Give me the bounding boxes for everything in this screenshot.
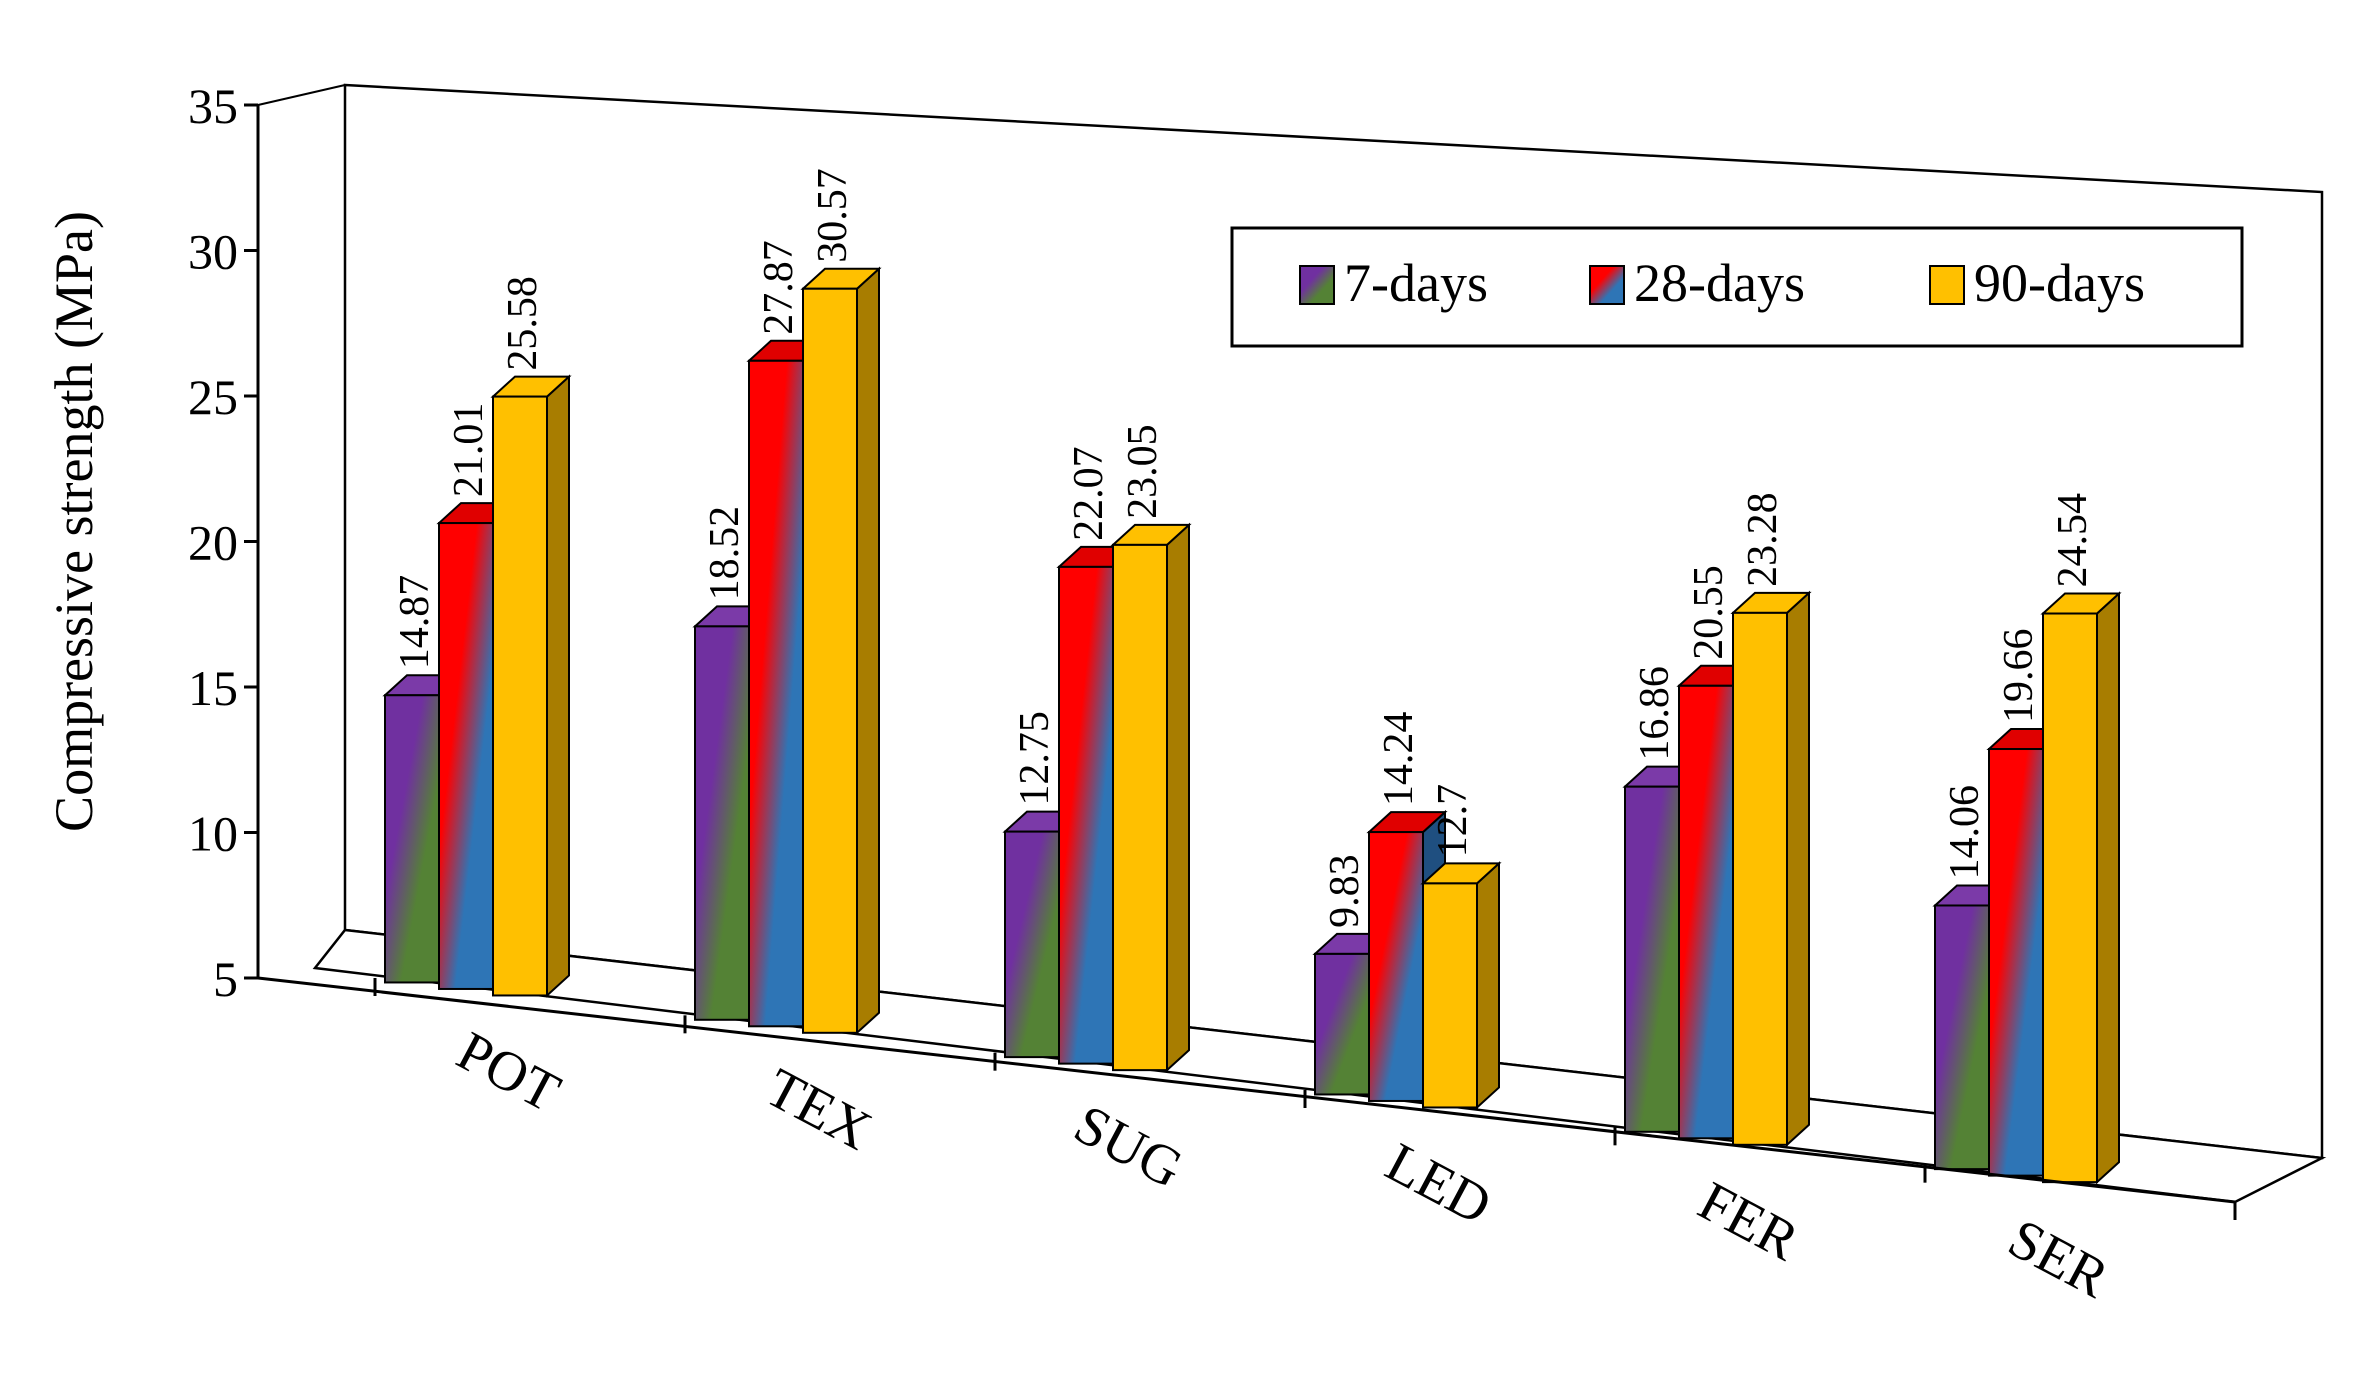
legend: 7-days 28-days 90-days <box>1230 226 2244 348</box>
y-tick-label: 35 <box>188 78 238 134</box>
y-tick-label: 25 <box>188 369 238 425</box>
y-axis-top-connector <box>257 84 346 106</box>
bar-side <box>2096 591 2120 1185</box>
data-label-tex-90-days: 30.57 <box>810 168 856 263</box>
x-tick-label-ser: SER <box>1999 1207 2119 1310</box>
bar-front <box>1004 830 1060 1059</box>
data-label-ser-28-days: 19.66 <box>1996 629 2042 724</box>
data-label-ser-90-days: 24.54 <box>2050 493 2096 588</box>
x-axis-line <box>257 976 2236 1204</box>
legend-swatch-90-days <box>1929 265 1965 305</box>
y-tick-label: 5 <box>213 951 238 1007</box>
bar-front <box>1112 543 1168 1072</box>
data-label-sug-7-days: 12.75 <box>1012 711 1058 806</box>
bar-front <box>1678 684 1734 1140</box>
bar-side <box>1476 861 1500 1110</box>
bar-front <box>1422 882 1478 1109</box>
x-tick-label-pot: POT <box>447 1020 570 1124</box>
bar-front <box>1988 748 2044 1177</box>
bar-front <box>1732 611 1788 1146</box>
bar-front <box>1314 952 1370 1096</box>
bar-front <box>1058 565 1114 1065</box>
data-label-fer-28-days: 20.55 <box>1686 565 1732 660</box>
y-tick-label: 10 <box>188 806 238 862</box>
bar-tex-90-days <box>800 266 882 1036</box>
y-tick-label: 15 <box>188 660 238 716</box>
bar-front <box>492 395 548 997</box>
bar-front <box>748 359 804 1028</box>
data-label-tex-28-days: 27.87 <box>756 240 802 335</box>
bars-layer <box>382 266 2122 1185</box>
bar-pot-90-days <box>490 374 572 998</box>
bar-front <box>384 694 440 984</box>
data-label-pot-7-days: 14.87 <box>392 575 438 670</box>
data-label-led-90-days: 12.7 <box>1430 784 1476 858</box>
data-label-pot-90-days: 25.58 <box>500 276 546 371</box>
x-tick-label-sug: SUG <box>1064 1093 1192 1200</box>
bar-side <box>1166 522 1190 1073</box>
y-tick-label: 30 <box>188 224 238 280</box>
legend-swatch-28-days <box>1589 265 1625 305</box>
data-label-led-7-days: 9.83 <box>1322 854 1368 928</box>
legend-label-28-days: 28-days <box>1634 253 1805 313</box>
x-tick-label-tex: TEX <box>756 1057 881 1163</box>
bar-ser-90-days <box>2040 591 2122 1185</box>
data-label-led-28-days: 14.24 <box>1376 712 1422 807</box>
data-label-sug-28-days: 22.07 <box>1066 446 1112 541</box>
y-axis-title: Compressive strength (MPa) <box>44 211 104 832</box>
bar-side <box>546 374 570 998</box>
bar-side <box>856 266 880 1036</box>
data-label-ser-7-days: 14.06 <box>1942 785 1988 880</box>
data-label-fer-90-days: 23.28 <box>1740 492 1786 587</box>
x-tick-label-led: LED <box>1376 1131 1501 1237</box>
bar-front <box>694 625 750 1021</box>
bar-front <box>2042 612 2098 1184</box>
bar-side <box>1786 590 1810 1148</box>
bar-front <box>1368 831 1424 1102</box>
data-label-pot-28-days: 21.01 <box>446 403 492 498</box>
legend-label-7-days: 7-days <box>1344 253 1488 313</box>
y-tick-label: 20 <box>188 515 238 571</box>
bar-front <box>802 287 858 1034</box>
bar-front <box>438 522 494 990</box>
bar-led-90-days <box>1420 861 1502 1110</box>
data-label-tex-7-days: 18.52 <box>702 506 748 601</box>
data-label-sug-90-days: 23.05 <box>1120 424 1166 519</box>
legend-label-90-days: 90-days <box>1974 253 2145 313</box>
legend-box <box>1230 226 2244 348</box>
data-label-fer-7-days: 16.86 <box>1632 666 1678 761</box>
legend-swatch-7-days <box>1299 265 1335 305</box>
bar-front <box>1934 904 1990 1171</box>
bar-front <box>1624 785 1680 1133</box>
x-tick-label-fer: FER <box>1689 1170 1809 1273</box>
bar-sug-90-days <box>1110 522 1192 1073</box>
bar-fer-90-days <box>1730 590 1812 1148</box>
